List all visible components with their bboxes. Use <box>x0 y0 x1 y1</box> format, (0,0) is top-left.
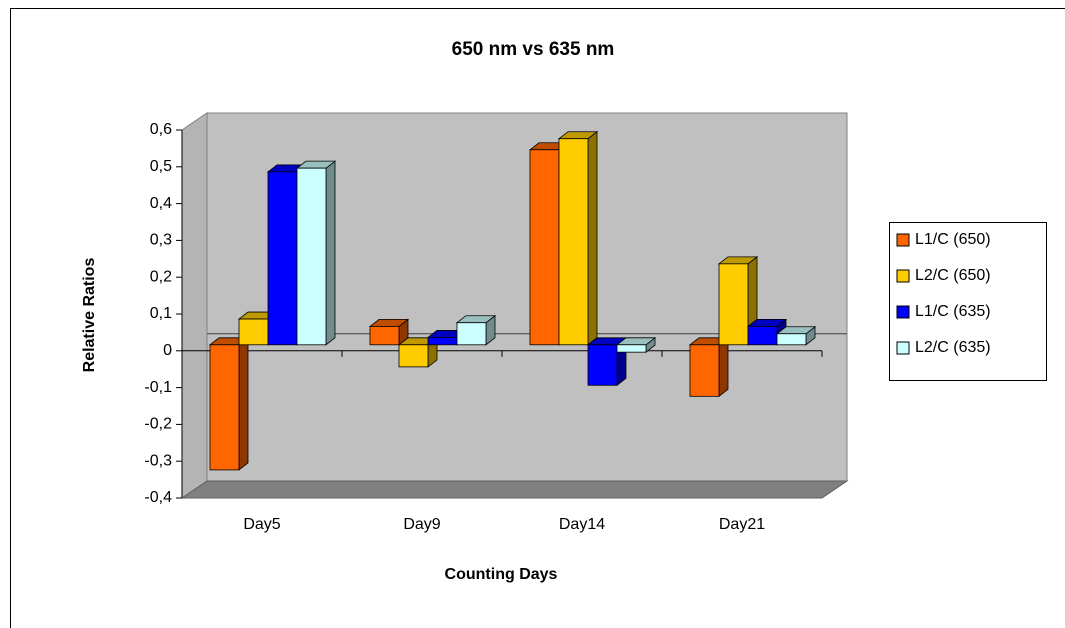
legend-label: L2/C (650) <box>915 267 991 284</box>
x-tick-label: Day21 <box>719 516 765 533</box>
legend-swatch <box>896 233 910 247</box>
bar-front <box>529 149 560 346</box>
side-wall <box>181 112 208 499</box>
y-tick-label: -0,4 <box>144 489 172 506</box>
y-tick-label: 0,4 <box>150 195 172 212</box>
bar-side <box>325 160 336 346</box>
bar <box>557 130 599 346</box>
bar-side <box>238 336 249 471</box>
y-tick-label: 0,6 <box>150 121 172 138</box>
bar-front <box>398 344 429 368</box>
bar-front <box>776 333 807 346</box>
y-tick-label: -0,1 <box>144 379 172 396</box>
bar <box>455 314 497 346</box>
bar <box>586 336 628 387</box>
bar <box>688 336 730 398</box>
bar-front <box>718 263 749 346</box>
bar <box>615 336 657 353</box>
legend-swatch <box>896 341 910 355</box>
y-tick-label: 0,2 <box>150 268 172 285</box>
bar-front <box>238 318 269 346</box>
legend-label: L1/C (635) <box>915 303 991 320</box>
bar <box>295 160 337 346</box>
x-axis-label: Counting Days <box>445 566 558 583</box>
x-tick-label: Day5 <box>243 516 280 533</box>
x-tick-label: Day9 <box>403 516 440 533</box>
bar-front <box>209 344 240 471</box>
y-tick-label: -0,2 <box>144 416 172 433</box>
bar-front <box>369 325 400 346</box>
bar-front <box>616 344 647 353</box>
legend-swatch <box>896 305 910 319</box>
y-tick-label: 0,5 <box>150 158 172 175</box>
legend <box>889 222 1047 381</box>
bar <box>775 325 817 346</box>
y-axis-label: Relative Ratios <box>81 258 98 373</box>
bar-front <box>558 138 589 346</box>
legend-label: L1/C (650) <box>915 231 991 248</box>
y-tick-label: -0,3 <box>144 452 172 469</box>
bar-side <box>718 336 729 398</box>
chart-title: 650 nm vs 635 nm <box>452 39 615 60</box>
legend-label: L2/C (635) <box>915 339 991 356</box>
bar <box>208 336 250 471</box>
bar-front <box>427 337 458 346</box>
bar-front <box>296 167 327 346</box>
bar-front <box>267 171 298 346</box>
bar-front <box>747 325 778 346</box>
y-tick-label: 0,1 <box>150 305 172 322</box>
floor <box>180 480 849 499</box>
bar-front <box>456 322 487 346</box>
y-tick-label: 0,3 <box>150 232 172 249</box>
y-tick-label: 0 <box>163 342 172 359</box>
bar-side <box>587 130 598 346</box>
bar <box>368 318 410 346</box>
x-tick-label: Day14 <box>559 516 605 533</box>
bar-front <box>587 344 618 386</box>
bar-front <box>689 344 720 397</box>
legend-swatch <box>896 269 910 283</box>
